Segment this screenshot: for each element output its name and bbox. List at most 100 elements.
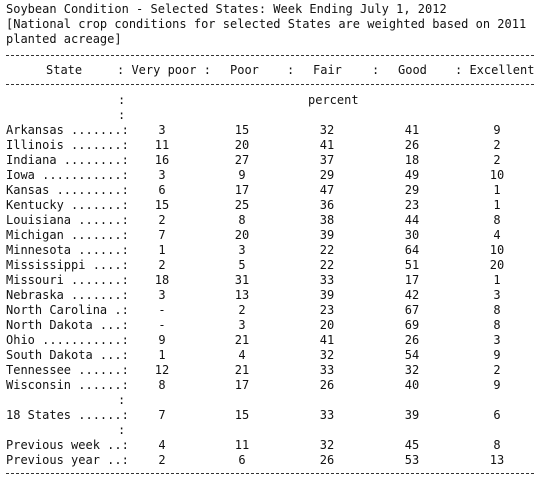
table-row-value: 37 — [319, 153, 335, 167]
table-row-value: 20 — [319, 318, 335, 332]
table-row-value: 10 — [489, 168, 505, 182]
previous-week-row-value: 45 — [404, 438, 420, 452]
previous-year-row-label: Previous year ..: — [6, 453, 129, 467]
table-row-value: 29 — [404, 183, 420, 197]
table-row-label: North Carolina .: — [6, 303, 129, 317]
table-row-value: 7 — [158, 228, 166, 242]
table-row-value: - — [158, 318, 166, 332]
table-row-value: 11 — [154, 138, 170, 152]
previous-year-row-value: 2 — [158, 453, 166, 467]
table-row-value: 23 — [404, 198, 420, 212]
table-row-value: 3 — [238, 243, 246, 257]
table-row-value: 8 — [158, 378, 166, 392]
table-row-value: 33 — [319, 363, 335, 377]
table-row-value: 4 — [238, 348, 246, 362]
table-row-label: Indiana ........: — [6, 153, 129, 167]
spacer-colon: : — [118, 423, 126, 437]
table-row-value: 38 — [319, 213, 335, 227]
total-row-value: 33 — [319, 408, 335, 422]
table-row-value: 1 — [493, 183, 501, 197]
table-row-value: 1 — [493, 273, 501, 287]
column-header-poor: Poor — [230, 63, 259, 77]
unit-label: percent — [308, 93, 359, 107]
table-row-value: - — [158, 303, 166, 317]
report-subtitle-line-1: [National crop conditions for selected S… — [6, 17, 527, 31]
table-row-value: 64 — [404, 243, 420, 257]
table-row-value: 9 — [238, 168, 246, 182]
table-row-value: 39 — [319, 288, 335, 302]
column-header-very-poor: : Very poor : — [117, 63, 211, 77]
table-row-label: Ohio ...........: — [6, 333, 129, 347]
table-row-value: 21 — [234, 333, 250, 347]
table-row-value: 42 — [404, 288, 420, 302]
table-row-value: 49 — [404, 168, 420, 182]
table-row-value: 26 — [319, 378, 335, 392]
table-row-label: Minnesota ......: — [6, 243, 129, 257]
table-row-value: 17 — [234, 378, 250, 392]
table-row-value: 21 — [234, 363, 250, 377]
table-row-value: 27 — [234, 153, 250, 167]
report-title: Soybean Condition - Selected States: Wee… — [6, 2, 447, 16]
table-row-value: 2 — [238, 303, 246, 317]
table-row-value: 67 — [404, 303, 420, 317]
total-row-value: 15 — [234, 408, 250, 422]
table-row-label: South Dakota ...: — [6, 348, 129, 362]
table-row-value: 41 — [319, 138, 335, 152]
table-row-value: 25 — [234, 198, 250, 212]
table-row-value: 18 — [404, 153, 420, 167]
table-row-value: 3 — [158, 288, 166, 302]
table-row-value: 23 — [319, 303, 335, 317]
bottom-divider — [6, 473, 534, 474]
table-row-value: 17 — [404, 273, 420, 287]
table-row-label: Mississippi ....: — [6, 258, 129, 272]
previous-week-row-label: Previous week ..: — [6, 438, 129, 452]
table-row-value: 1 — [158, 243, 166, 257]
table-row-value: 69 — [404, 318, 420, 332]
previous-year-row-value: 6 — [238, 453, 246, 467]
table-row-value: 2 — [493, 153, 501, 167]
table-row-label: Illinois .......: — [6, 138, 129, 152]
total-row-label: 18 States ......: — [6, 408, 129, 422]
table-row-label: Nebraska .......: — [6, 288, 129, 302]
table-row-value: 18 — [154, 273, 170, 287]
table-row-value: 41 — [319, 333, 335, 347]
table-row-value: 22 — [319, 258, 335, 272]
column-header-good: Good — [398, 63, 427, 77]
table-row-value: 17 — [234, 183, 250, 197]
previous-week-row-value: 8 — [493, 438, 501, 452]
spacer-colon: : — [118, 393, 126, 407]
table-row-value: 26 — [404, 138, 420, 152]
table-row-value: 8 — [493, 213, 501, 227]
header-divider — [6, 84, 534, 85]
table-row-value: 47 — [319, 183, 335, 197]
previous-week-row-value: 32 — [319, 438, 335, 452]
report-subtitle-line-2: planted acreage] — [6, 32, 122, 46]
table-row-value: 9 — [493, 348, 501, 362]
table-row-value: 20 — [234, 228, 250, 242]
table-row-value: 9 — [493, 378, 501, 392]
table-row-value: 51 — [404, 258, 420, 272]
table-row-value: 3 — [158, 168, 166, 182]
total-row-value: 6 — [493, 408, 501, 422]
table-row-value: 31 — [234, 273, 250, 287]
table-row-value: 40 — [404, 378, 420, 392]
table-row-value: 26 — [404, 333, 420, 347]
table-row-label: Missouri .......: — [6, 273, 129, 287]
table-row-value: 2 — [493, 138, 501, 152]
table-row-value: 9 — [493, 123, 501, 137]
previous-year-row-value: 53 — [404, 453, 420, 467]
spacer-colon: : — [118, 93, 126, 107]
table-row-value: 12 — [154, 363, 170, 377]
table-row-value: 32 — [404, 363, 420, 377]
table-row-value: 6 — [158, 183, 166, 197]
table-row-value: 39 — [319, 228, 335, 242]
table-row-label: Arkansas .......: — [6, 123, 129, 137]
table-row-value: 33 — [319, 273, 335, 287]
table-row-value: 54 — [404, 348, 420, 362]
table-row-value: 2 — [493, 363, 501, 377]
table-row-value: 2 — [158, 213, 166, 227]
table-row-value: 15 — [154, 198, 170, 212]
table-row-label: Wisconsin ......: — [6, 378, 129, 392]
column-header-state: State — [46, 63, 83, 77]
